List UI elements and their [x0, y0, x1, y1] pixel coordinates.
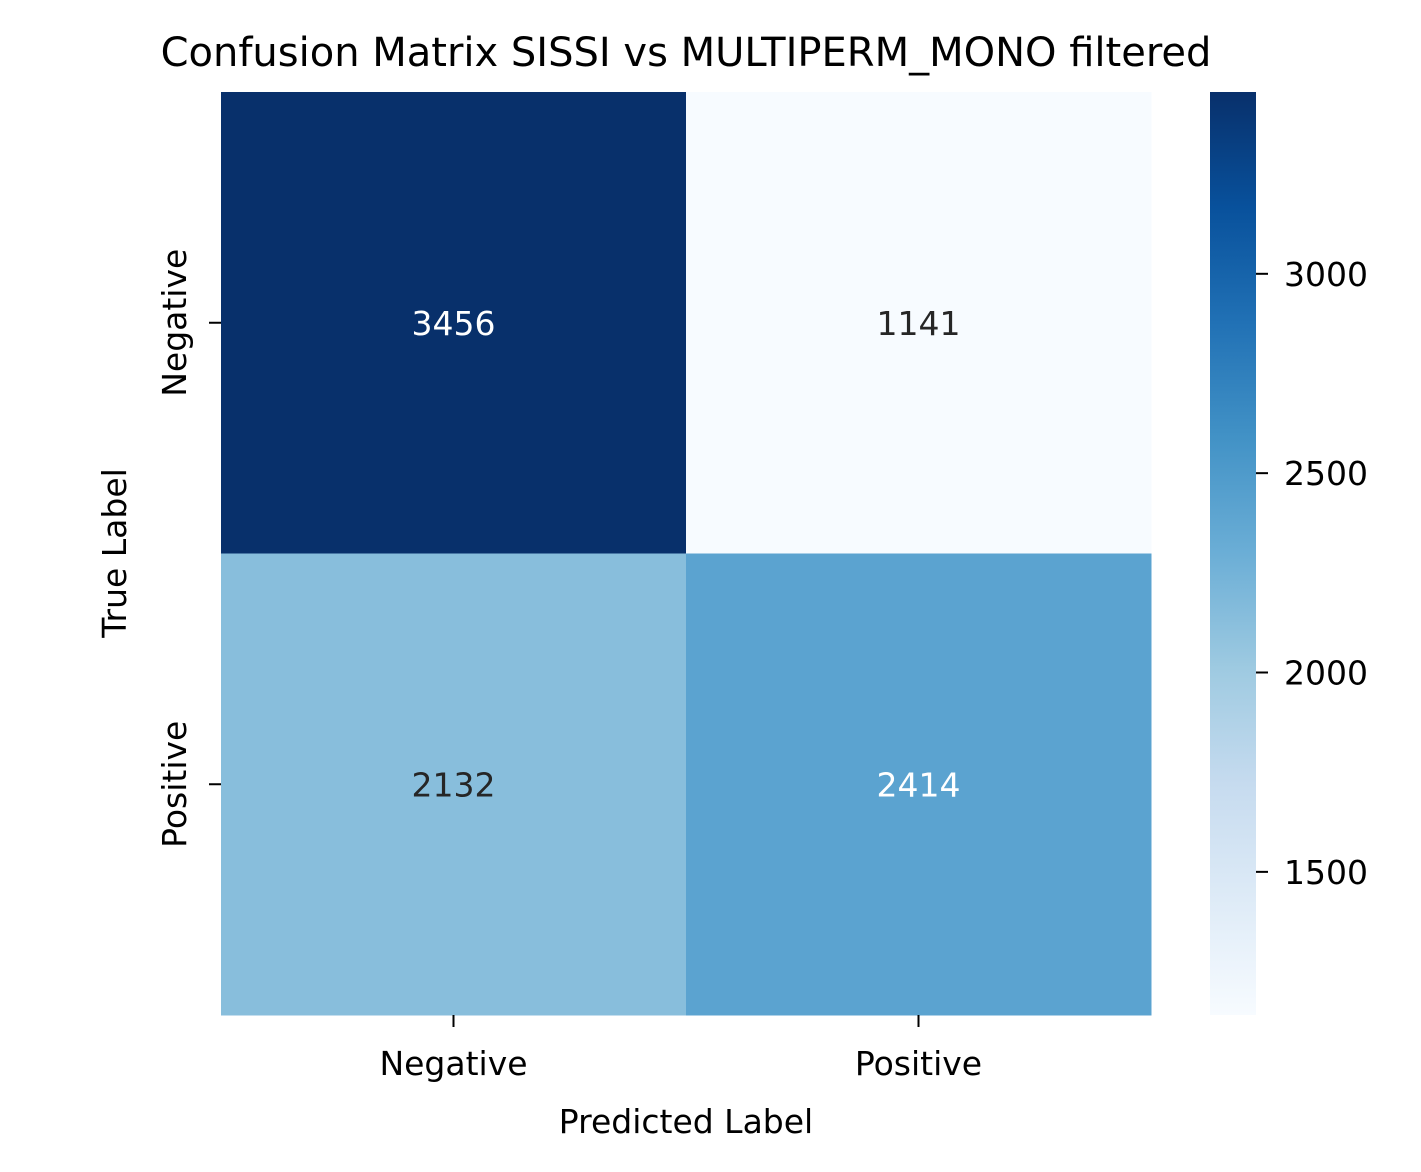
cell-value-label: 2414	[877, 765, 961, 804]
chart-title: Confusion Matrix SISSI vs MULTIPERM_MONO…	[161, 30, 1212, 76]
y-axis-ticks: Negative Positive	[155, 249, 221, 848]
x-tick-label: Positive	[855, 1044, 982, 1083]
y-tick-label: Positive	[155, 721, 194, 848]
colorbar-tick-label: 3000	[1284, 255, 1368, 294]
colorbar-tick-label: 2000	[1284, 654, 1368, 693]
heatmap-cell-0-0	[221, 92, 687, 554]
heatmap-cell-0-1	[686, 92, 1152, 554]
cell-value-label: 2132	[412, 765, 496, 804]
x-axis-ticks: Negative Positive	[379, 1015, 982, 1083]
colorbar-ticks: 1500 2000 2500 3000	[1256, 255, 1368, 892]
colorbar-tick-label: 2500	[1284, 454, 1368, 493]
cell-value-label: 1141	[877, 304, 961, 343]
cell-value-label: 3456	[412, 304, 496, 343]
y-tick-label: Negative	[155, 249, 194, 397]
y-axis-label: True Label	[95, 468, 134, 639]
colorbar	[1210, 92, 1256, 1015]
x-axis-label: Predicted Label	[559, 1102, 813, 1141]
heatmap-cell-1-1	[686, 553, 1152, 1016]
x-tick-label: Negative	[379, 1044, 527, 1083]
heatmap-cell-1-0	[221, 553, 687, 1016]
colorbar-tick-label: 1500	[1284, 853, 1368, 892]
heatmap-cells: 3456 1141 2132 2414	[221, 92, 1152, 1016]
